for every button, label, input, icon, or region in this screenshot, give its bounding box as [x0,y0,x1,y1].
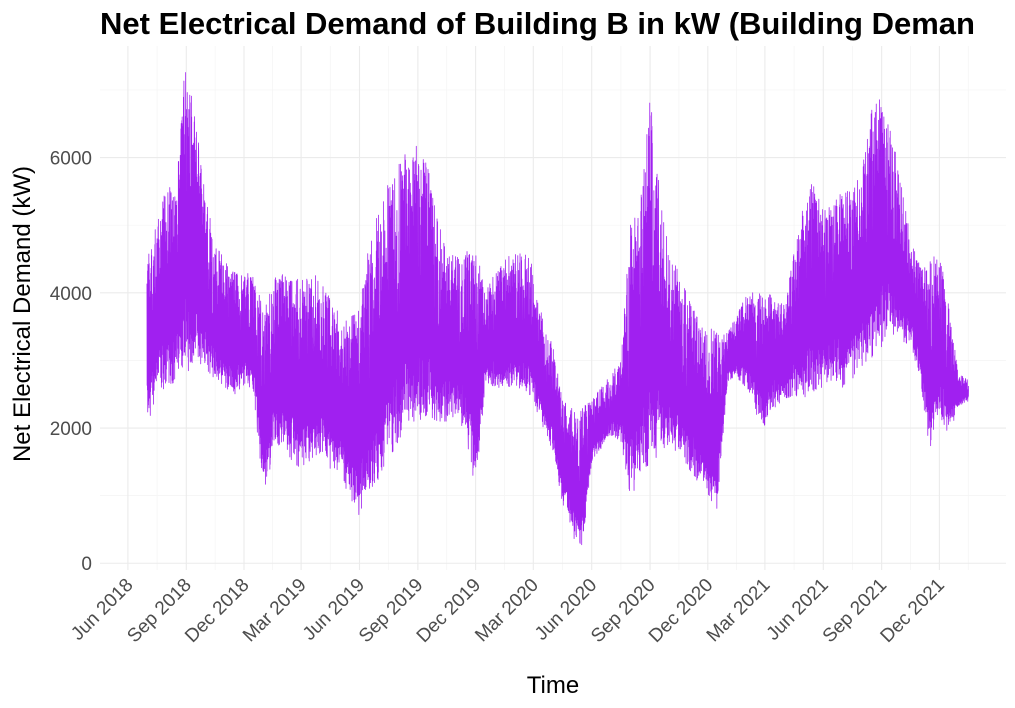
y-tick-label: 2000 [50,419,92,440]
y-tick-label: 0 [81,554,92,575]
x-tick-label: Dec 2021 [877,575,949,647]
series-line-path [146,72,969,546]
x-tick-label: Mar 2019 [239,575,311,647]
y-axis-title: Net Electrical Demand (kW) [9,166,36,462]
chart-title: Net Electrical Demand of Building B in k… [100,6,975,41]
x-tick-label: Mar 2020 [471,575,543,647]
x-axis-title: Time [527,672,579,699]
x-tick-label: Mar 2021 [703,575,775,647]
x-tick-label: Dec 2019 [413,575,485,647]
y-tick-label: 4000 [50,284,92,305]
series-line [146,72,969,546]
y-axis: 0 2000 4000 6000 [50,149,92,576]
y-tick-label: 6000 [50,149,92,170]
